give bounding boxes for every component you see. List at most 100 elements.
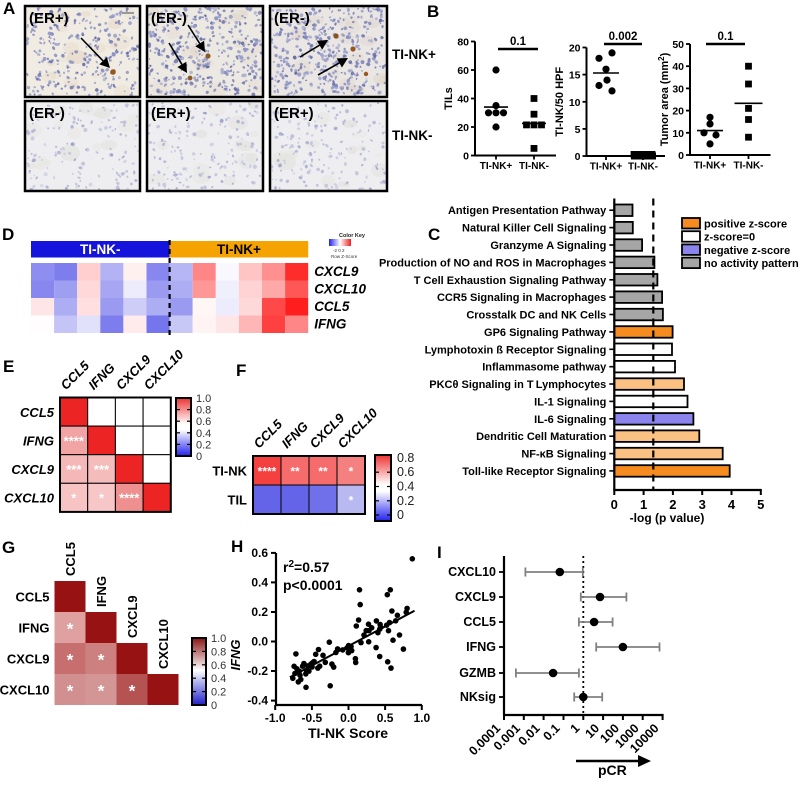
- svg-text:TI-NK-: TI-NK-: [628, 162, 658, 173]
- svg-text:****: ****: [258, 465, 277, 479]
- svg-text:0.5: 0.5: [377, 711, 394, 725]
- svg-text:p<0.0001: p<0.0001: [283, 577, 343, 593]
- svg-text:0: 0: [611, 497, 618, 512]
- svg-text:40: 40: [672, 61, 684, 73]
- svg-text:0.0: 0.0: [340, 711, 357, 725]
- svg-text:TILs: TILs: [443, 87, 455, 110]
- svg-text:IFNG: IFNG: [94, 576, 109, 607]
- svg-text:*: *: [67, 682, 74, 701]
- svg-text:Color Key: Color Key: [339, 233, 366, 239]
- svg-text:(ER+): (ER+): [29, 10, 69, 27]
- svg-text:negative z-score: negative z-score: [704, 245, 790, 257]
- svg-text:z-score=0: z-score=0: [704, 232, 755, 244]
- svg-text:0: 0: [397, 508, 404, 522]
- svg-text:30: 30: [672, 83, 684, 95]
- svg-text:Production of NO and ROS in Ma: Production of NO and ROS in Macrophages: [379, 257, 606, 269]
- svg-text:CXCL10: CXCL10: [0, 683, 50, 698]
- svg-text:4: 4: [728, 497, 736, 512]
- svg-text:CCL5: CCL5: [16, 590, 50, 605]
- svg-text:CCR5 Signaling in Macrophages: CCR5 Signaling in Macrophages: [437, 292, 606, 304]
- svg-text:E: E: [3, 357, 14, 376]
- svg-text:*: *: [129, 682, 136, 701]
- svg-text:50: 50: [672, 39, 684, 51]
- svg-text:Row Z-Score: Row Z-Score: [331, 254, 358, 259]
- svg-text:TI-NK-: TI-NK-: [392, 128, 433, 143]
- svg-text:0.8: 0.8: [196, 405, 211, 417]
- svg-text:TI-NK-: TI-NK-: [734, 161, 764, 172]
- svg-text:0.2: 0.2: [196, 439, 211, 451]
- svg-text:2: 2: [669, 497, 676, 512]
- svg-text:0.4: 0.4: [251, 575, 268, 589]
- svg-text:1.0: 1.0: [211, 633, 226, 645]
- svg-text:TI-NK/50 HPF: TI-NK/50 HPF: [554, 67, 566, 137]
- svg-text:CCL5: CCL5: [463, 615, 496, 629]
- svg-text:IFNG: IFNG: [23, 433, 54, 448]
- svg-text:CXCL10: CXCL10: [314, 282, 366, 297]
- svg-text:0.4: 0.4: [211, 673, 226, 685]
- svg-text:Antigen Presentation Pathway: Antigen Presentation Pathway: [448, 205, 607, 217]
- svg-text:10: 10: [569, 97, 581, 109]
- svg-text:NF-κB Signaling: NF-κB Signaling: [521, 449, 606, 461]
- svg-text:CCL5: CCL5: [63, 542, 78, 576]
- svg-text:0.1: 0.1: [510, 36, 527, 48]
- svg-text:0.1: 0.1: [718, 31, 735, 43]
- svg-text:no activity pattern: no activity pattern: [704, 258, 799, 270]
- svg-text:F: F: [236, 361, 246, 380]
- svg-text:0.01: 0.01: [516, 721, 543, 748]
- svg-text:I: I: [437, 543, 442, 562]
- svg-text:****: ****: [64, 433, 85, 448]
- svg-text:CXCL10: CXCL10: [156, 619, 171, 669]
- svg-text:Granzyme A Signaling: Granzyme A Signaling: [490, 240, 606, 252]
- svg-text:(ER+): (ER+): [274, 105, 314, 122]
- svg-text:CXCL9: CXCL9: [455, 590, 496, 604]
- svg-text:0: 0: [575, 151, 581, 163]
- svg-text:***: ***: [94, 462, 110, 477]
- svg-text:*: *: [98, 651, 105, 670]
- svg-text:TI-NK-: TI-NK-: [80, 242, 121, 257]
- svg-text:B: B: [427, 2, 439, 21]
- svg-text:CXCL10: CXCL10: [335, 405, 381, 451]
- svg-text:TI-NK+: TI-NK+: [590, 162, 623, 173]
- svg-text:CXCL10: CXCL10: [448, 565, 496, 579]
- svg-text:Tumor area (mm2): Tumor area (mm2): [657, 52, 671, 146]
- svg-text:C: C: [428, 225, 440, 244]
- svg-text:TI-NK+: TI-NK+: [217, 242, 261, 257]
- svg-text:-0.5: -0.5: [302, 711, 323, 725]
- svg-text:CCL5: CCL5: [20, 405, 55, 420]
- svg-text:CXCL9: CXCL9: [7, 652, 50, 667]
- svg-text:20: 20: [569, 43, 581, 55]
- svg-text:0.002: 0.002: [609, 31, 638, 43]
- svg-text:IFNG: IFNG: [228, 639, 243, 670]
- svg-text:20: 20: [457, 122, 469, 134]
- svg-text:3: 3: [699, 497, 706, 512]
- svg-text:0.2: 0.2: [211, 687, 226, 699]
- svg-text:0.4: 0.4: [196, 428, 211, 440]
- svg-text:0: 0: [463, 151, 469, 163]
- svg-text:T Cell Exhaustion Signaling Pa: T Cell Exhaustion Signaling Pathway: [414, 275, 607, 287]
- svg-text:IFNG: IFNG: [18, 621, 49, 636]
- svg-text:*: *: [71, 491, 77, 506]
- svg-text:0.6: 0.6: [196, 416, 211, 428]
- svg-text:1: 1: [640, 497, 647, 512]
- svg-text:IL-1 Signaling: IL-1 Signaling: [534, 396, 606, 408]
- svg-text:-0.4: -0.4: [247, 694, 268, 708]
- svg-text:0.2: 0.2: [397, 494, 414, 508]
- svg-text:positive z-score: positive z-score: [704, 219, 787, 231]
- svg-text:(ER+): (ER+): [151, 105, 191, 122]
- svg-text:CXCL10: CXCL10: [4, 491, 55, 506]
- svg-text:*: *: [349, 494, 354, 508]
- svg-text:*: *: [67, 651, 74, 670]
- svg-text:CCL5: CCL5: [314, 299, 350, 314]
- svg-text:0.0: 0.0: [251, 635, 268, 649]
- svg-text:GP6 Signaling Pathway: GP6 Signaling Pathway: [484, 327, 607, 339]
- svg-text:Toll-like Receptor Signaling: Toll-like Receptor Signaling: [462, 466, 606, 478]
- svg-text:Crosstalk DC and NK Cells: Crosstalk DC and NK Cells: [466, 310, 606, 322]
- svg-text:TI-NK+: TI-NK+: [392, 47, 436, 62]
- svg-text:IL-6 Signaling: IL-6 Signaling: [534, 414, 606, 426]
- svg-text:80: 80: [457, 37, 469, 49]
- svg-text:PKCθ Signaling in T Lymphocyte: PKCθ Signaling in T Lymphocytes: [429, 379, 606, 391]
- svg-text:-0.2: -0.2: [247, 664, 268, 678]
- svg-text:TI-NK: TI-NK: [212, 464, 247, 479]
- svg-text:**: **: [290, 465, 300, 479]
- svg-text:CXCL9: CXCL9: [11, 462, 54, 477]
